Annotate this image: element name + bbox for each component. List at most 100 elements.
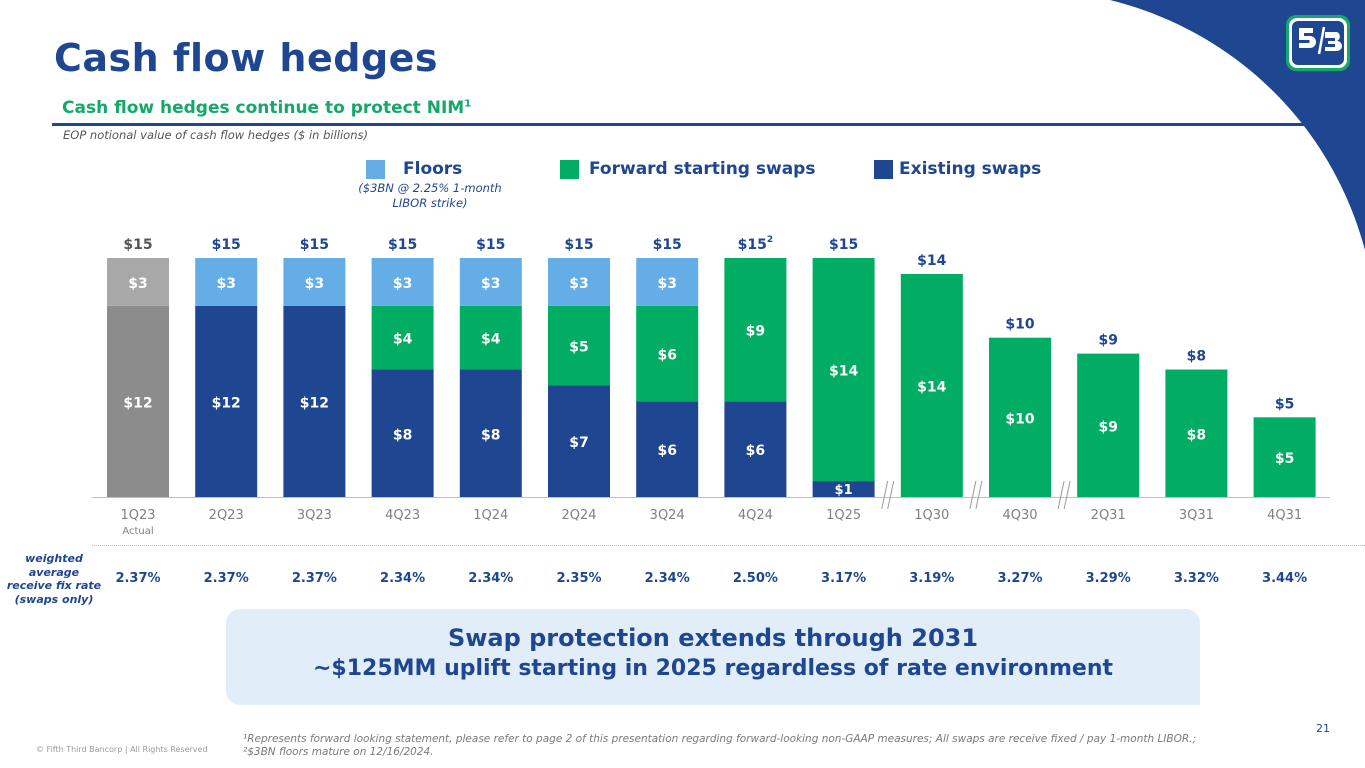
bar-segment-floors [636,258,699,306]
bar-segment-existing [195,305,258,497]
rates-label-line: (swaps only) [14,592,94,606]
x-tick-label: 3Q24 [650,508,685,523]
axis-break-mark [1057,480,1065,510]
bar-segment-label: $9 [1098,419,1117,435]
bar-segment-floors [459,258,522,306]
x-tick-label: 1Q25 [826,508,861,523]
legend-item-forward-starting-swaps: Forward starting swaps [560,159,815,179]
rates-row-label: weighted average receive fix rate (swaps… [6,552,102,606]
subtitle-footnote-marker: 1 [464,98,472,110]
rate-value: 2.34% [380,571,426,586]
axis-break-mark [969,480,977,510]
bar-segment-floors [548,258,610,306]
bar-segment-existing [459,369,522,497]
callout-subline: ~$125MM uplift starting in 2025 regardle… [312,656,1114,681]
x-tick-sublabel: Actual [122,526,153,537]
bar-segment-label: $3 [481,276,500,292]
rate-value: 3.19% [909,571,955,586]
legend-swatch-floors [366,159,385,179]
rate-value: 2.37% [291,571,337,586]
legend-label-existing: Existing swaps [899,159,1042,179]
legend-label-forward: Forward starting swaps [589,159,816,179]
x-tick-label: 1Q23 [120,508,155,523]
rate-value: 2.37% [203,571,249,586]
bar-segment-label: $8 [393,427,412,443]
bar-segment-forward [724,258,787,402]
bar-total-label: $152 [738,235,774,253]
bar-segment-label: $12 [123,395,152,411]
bar-total-label: $14 [917,253,946,269]
fifth-third-logo-icon [1286,15,1350,71]
bar-segment-label: $4 [393,332,413,348]
stacked-bar-chart: $12$3$151Q23Actual$12$3$152Q23$12$3$153Q… [92,235,1330,537]
bar-segment-existing [812,481,875,497]
bar-segment-existing [724,401,787,497]
x-tick-label: 2Q23 [209,508,244,523]
bar-segment-label: $9 [746,324,765,340]
x-tick-label: 2Q31 [1091,508,1126,523]
page-title: Cash flow hedges [54,36,439,80]
callout-headline: Swap protection extends through 2031 [447,624,979,652]
legend-swatch-forward [560,159,579,179]
rate-value: 2.34% [644,571,690,586]
bar-segment-existing [548,385,610,497]
rates-label-line: receive fix rate [6,579,102,592]
x-tick-label: 4Q24 [738,508,773,523]
x-tick-label: 3Q23 [297,508,332,523]
bar-segment-label: $1 [835,483,853,498]
bar-segment-label: $6 [657,348,676,364]
title-divider [52,123,1304,126]
rate-value: 3.32% [1173,571,1219,586]
bar-total-label: $15 [564,237,593,253]
bar-segment-label: $6 [657,443,676,459]
x-tick-label: 4Q23 [385,508,420,523]
bar-segment-label: $3 [305,276,324,292]
legend-item-existing-swaps: Existing swaps [874,159,1041,179]
page-number: 21 [1316,722,1330,735]
bar-segment-existing [283,305,346,497]
bar-total-label: $15 [829,237,858,253]
bar-total-label: $15 [388,237,417,253]
bar-segment-forward [989,337,1051,497]
rate-value: 2.35% [556,571,602,586]
bar-segment-label: $14 [829,364,858,380]
bar-segment-forward [900,273,963,497]
rate-value: 2.34% [468,571,514,586]
bar-segment-label: $3 [393,276,412,292]
legend-label-floors: Floors [403,159,463,179]
axis-break-mark [1063,480,1071,510]
bar-segment-floors [195,258,258,306]
bar-segment-label: $3 [657,276,676,292]
bar-segment-label: $14 [917,379,946,395]
subtitle-text: Cash flow hedges continue to protect NIM [62,98,465,118]
rate-value: 2.50% [732,571,778,586]
x-tick-label: 2Q24 [561,508,596,523]
rate-value: 3.29% [1085,571,1131,586]
rate-value: 3.27% [997,571,1043,586]
rate-value: 3.17% [821,571,867,586]
legend-item-floors: Floors [366,159,462,179]
bar-segment-label: $3 [569,276,588,292]
bar-segment-label: $12 [300,395,329,411]
bar-total-label: $15 [476,237,505,253]
total-footnote-marker: 2 [767,235,773,245]
bar-segment-floors [283,258,346,306]
bar-segment-existing [107,305,169,497]
bar-segment-existing [371,369,434,497]
chart-caption: EOP notional value of cash flow hedges (… [63,128,368,142]
rates-label-line: weighted [25,552,83,565]
x-tick-label: 3Q31 [1179,508,1214,523]
bar-total-label: $15 [212,237,241,253]
bar-segment-label: $7 [569,435,588,451]
bar-segment-forward [1165,369,1228,497]
bar-segment-label: $3 [216,276,235,292]
bar-total-label: $15 [300,237,329,253]
bar-segment-forward [1253,417,1316,497]
bar-total-label: $8 [1187,349,1206,365]
x-tick-label: 4Q31 [1267,508,1302,523]
rate-value: 2.37% [115,571,161,586]
bar-segment-forward [1077,353,1140,497]
bar-segment-forward [371,305,434,370]
bar-segment-label: $6 [746,443,765,459]
bar-segment-label: $8 [1187,427,1206,443]
